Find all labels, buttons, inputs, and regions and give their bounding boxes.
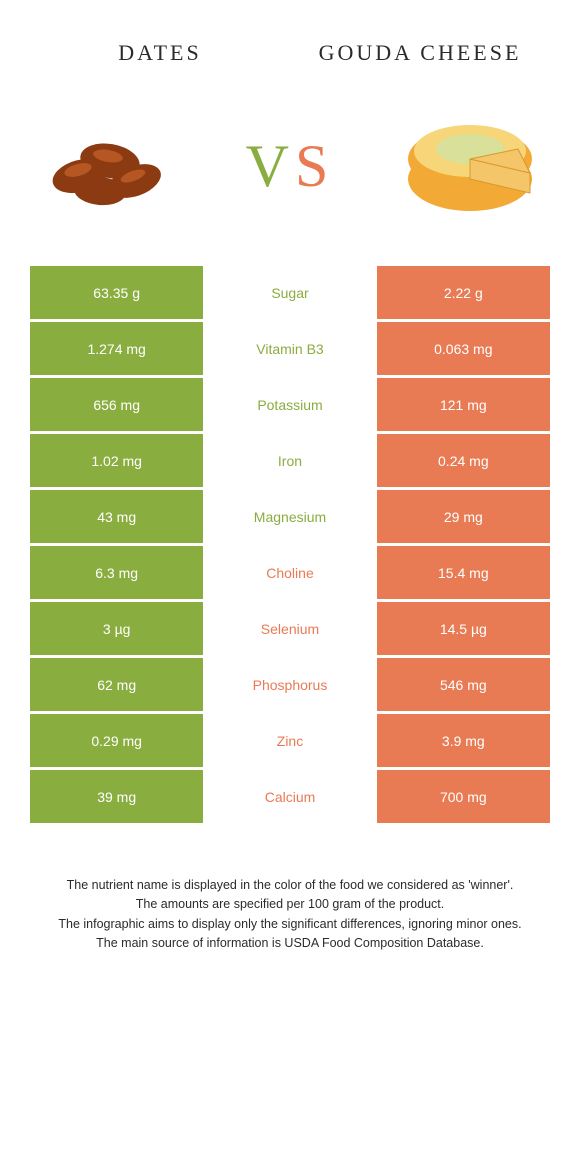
nutrient-label-cell: Calcium: [203, 770, 376, 823]
nutrient-label-cell: Phosphorus: [203, 658, 376, 711]
nutrient-label-cell: Selenium: [203, 602, 376, 655]
left-value-cell: 43 mg: [30, 490, 203, 543]
table-row: 43 mgMagnesium29 mg: [30, 490, 550, 543]
nutrient-label-cell: Vitamin B3: [203, 322, 376, 375]
left-value-cell: 3 µg: [30, 602, 203, 655]
footer-line: The nutrient name is displayed in the co…: [30, 876, 550, 895]
left-value-cell: 1.02 mg: [30, 434, 203, 487]
table-row: 62 mgPhosphorus546 mg: [30, 658, 550, 711]
right-value-cell: 3.9 mg: [377, 714, 550, 767]
right-value-cell: 14.5 µg: [377, 602, 550, 655]
nutrient-label-cell: Choline: [203, 546, 376, 599]
table-row: 63.35 gSugar2.22 g: [30, 266, 550, 319]
table-row: 656 mgPotassium121 mg: [30, 378, 550, 431]
footer-line: The main source of information is USDA F…: [30, 934, 550, 953]
header: DATES GOUDA CHEESE: [0, 0, 580, 86]
nutrient-label-cell: Iron: [203, 434, 376, 487]
right-value-cell: 700 mg: [377, 770, 550, 823]
nutrient-label-cell: Magnesium: [203, 490, 376, 543]
vs-v: V: [246, 132, 295, 201]
left-value-cell: 39 mg: [30, 770, 203, 823]
vs-s: S: [295, 132, 334, 201]
left-value-cell: 0.29 mg: [30, 714, 203, 767]
table-row: 6.3 mgCholine15.4 mg: [30, 546, 550, 599]
dates-image: [30, 96, 190, 236]
footer-notes: The nutrient name is displayed in the co…: [0, 826, 580, 984]
left-food-title: DATES: [30, 40, 290, 66]
right-value-cell: 29 mg: [377, 490, 550, 543]
right-value-cell: 0.063 mg: [377, 322, 550, 375]
left-value-cell: 6.3 mg: [30, 546, 203, 599]
left-value-cell: 1.274 mg: [30, 322, 203, 375]
table-row: 39 mgCalcium700 mg: [30, 770, 550, 823]
right-food-title: GOUDA CHEESE: [290, 40, 550, 66]
table-row: 0.29 mgZinc3.9 mg: [30, 714, 550, 767]
right-value-cell: 2.22 g: [377, 266, 550, 319]
left-value-cell: 656 mg: [30, 378, 203, 431]
footer-line: The amounts are specified per 100 gram o…: [30, 895, 550, 914]
right-value-cell: 15.4 mg: [377, 546, 550, 599]
right-value-cell: 121 mg: [377, 378, 550, 431]
left-value-cell: 62 mg: [30, 658, 203, 711]
nutrient-table: 63.35 gSugar2.22 g1.274 mgVitamin B30.06…: [0, 266, 580, 826]
table-row: 1.274 mgVitamin B30.063 mg: [30, 322, 550, 375]
footer-line: The infographic aims to display only the…: [30, 915, 550, 934]
images-row: VS: [0, 86, 580, 266]
gouda-cheese-image: [390, 96, 550, 236]
vs-label: VS: [246, 132, 335, 201]
left-value-cell: 63.35 g: [30, 266, 203, 319]
right-value-cell: 0.24 mg: [377, 434, 550, 487]
right-value-cell: 546 mg: [377, 658, 550, 711]
table-row: 3 µgSelenium14.5 µg: [30, 602, 550, 655]
nutrient-label-cell: Sugar: [203, 266, 376, 319]
nutrient-label-cell: Zinc: [203, 714, 376, 767]
nutrient-label-cell: Potassium: [203, 378, 376, 431]
table-row: 1.02 mgIron0.24 mg: [30, 434, 550, 487]
